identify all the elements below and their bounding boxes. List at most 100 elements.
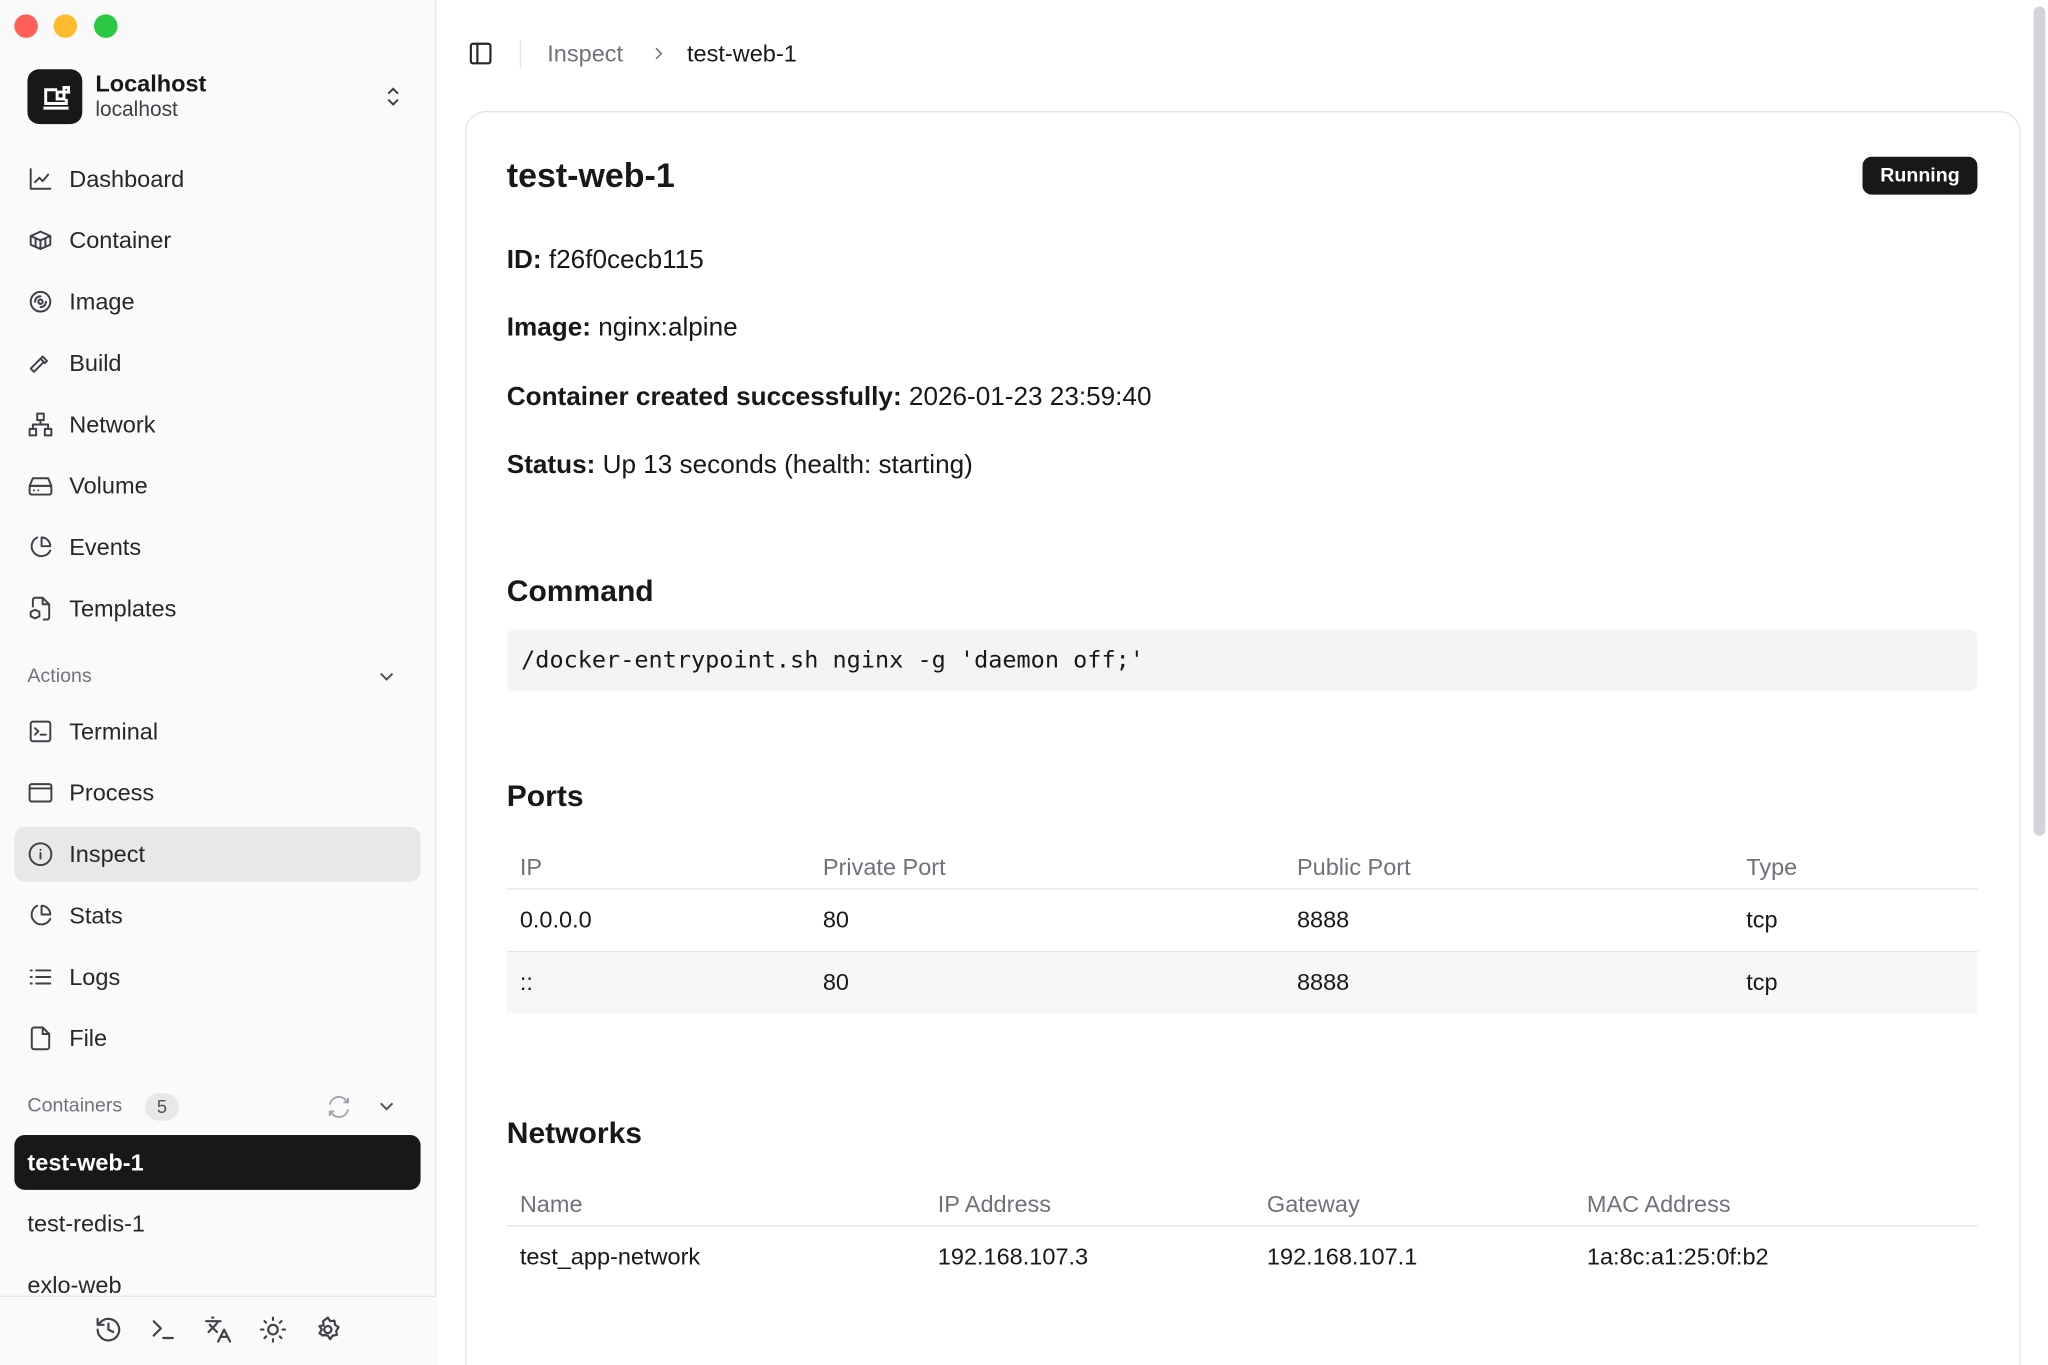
chevron-down-icon[interactable] [375, 665, 399, 689]
sidebar-item-label: Container [69, 226, 172, 253]
sidebar-item-container[interactable]: Container [14, 213, 420, 268]
table-row [506, 952, 1978, 1014]
host-switcher[interactable]: Localhost localhost [14, 65, 420, 128]
divider [506, 888, 1978, 890]
scrollbar[interactable] [2033, 6, 2046, 836]
sidebar-item-build[interactable]: Build [14, 336, 420, 391]
column-header: Public Port [1296, 854, 1411, 881]
table-cell: tcp [1746, 906, 1778, 933]
breadcrumb-current: test-web-1 [687, 40, 797, 67]
sidebar-item-label: Dashboard [69, 165, 185, 192]
history-icon [96, 1317, 121, 1342]
network-icon [28, 412, 53, 437]
column-header: Private Port [822, 854, 946, 881]
sun-icon [259, 1316, 287, 1343]
sidebar-item-label: Network [69, 410, 156, 437]
toggle-sidebar-icon[interactable] [468, 40, 494, 66]
chevron-down-icon[interactable] [375, 1095, 399, 1119]
field-value: Up 13 seconds (health: starting) [602, 450, 973, 480]
minimize-window-button[interactable] [53, 14, 78, 38]
field-value: f26f0cecb115 [548, 245, 704, 275]
action-item-logs[interactable]: Logs [14, 950, 420, 1005]
field-value: nginx:alpine [598, 313, 738, 343]
table-cell: :: [519, 969, 533, 996]
action-item-label: File [69, 1024, 108, 1051]
action-item-label: Inspect [69, 840, 146, 867]
languages-icon [205, 1316, 232, 1343]
sidebar-item-label: Image [69, 287, 135, 315]
networks-heading: Networks [506, 1115, 643, 1150]
containers-section-label: Containers [27, 1094, 123, 1117]
sidebar-item-label: Volume [69, 472, 148, 499]
container-list-item[interactable]: exlo-web [27, 1271, 122, 1296]
info-icon [28, 842, 53, 867]
field-row: Container created successfully: 2026-01-… [507, 383, 1152, 413]
inspect-card [464, 111, 2021, 1365]
terminal-icon [152, 1320, 174, 1340]
pie-chart-icon [30, 536, 52, 558]
breadcrumb-parent[interactable]: Inspect [547, 40, 624, 67]
table-cell: 1a:8c:a1:25:0f:b2 [1586, 1243, 1769, 1270]
sun-button[interactable] [259, 1315, 288, 1344]
history-button[interactable] [94, 1315, 123, 1344]
column-header: IP [519, 854, 543, 881]
divider [506, 950, 1978, 953]
status-badge: Running [1862, 156, 1978, 195]
field-label: Image: [506, 313, 591, 343]
action-item-label: Process [69, 779, 155, 806]
languages-button[interactable] [204, 1315, 233, 1344]
pie-chart-icon [30, 904, 52, 926]
sidebar-item-label: Build [69, 349, 122, 376]
field-row: ID: f26f0cecb115 [507, 246, 704, 276]
chart-line-icon [29, 168, 52, 190]
column-header: Gateway [1266, 1191, 1360, 1218]
host-subtitle: localhost [95, 99, 178, 122]
settings-icon [318, 1316, 340, 1341]
table-cell: 8888 [1296, 906, 1350, 933]
close-window-button[interactable] [14, 14, 38, 38]
sidebar-item-dashboard[interactable]: Dashboard [14, 152, 420, 207]
container-list-item[interactable]: test-redis-1 [27, 1210, 146, 1237]
divider [506, 1225, 1978, 1227]
maximize-window-button[interactable] [94, 14, 118, 38]
table-cell: 8888 [1296, 969, 1350, 996]
host-name: Localhost [95, 70, 207, 97]
field-value: 2026-01-23 23:59:40 [908, 382, 1152, 412]
list-icon [29, 969, 52, 985]
sidebar-item-label: Templates [69, 594, 177, 622]
sidebar-item-templates[interactable]: Templates [14, 581, 420, 636]
sidebar-item-network[interactable]: Network [14, 397, 420, 452]
settings-button[interactable] [313, 1315, 342, 1344]
sidebar-item-image[interactable]: Image [14, 274, 420, 329]
sidebar: Localhost localhost Dashboard Container Im… [0, 0, 437, 1365]
field-row: Status: Up 13 seconds (health: starting) [507, 451, 973, 481]
refresh-icon[interactable] [325, 1093, 352, 1120]
action-item-inspect[interactable]: Inspect [14, 826, 421, 882]
sidebar-item-label: Events [69, 533, 142, 560]
field-label: Container created successfully: [506, 382, 902, 412]
field-row: Image: nginx:alpine [507, 313, 738, 343]
ports-heading: Ports [506, 778, 584, 813]
container-list-item[interactable]: test-web-1 [14, 1135, 421, 1190]
action-item-terminal[interactable]: Terminal [14, 704, 420, 759]
action-item-label: Terminal [69, 717, 159, 744]
sidebar-footer [0, 1295, 437, 1365]
column-header: IP Address [937, 1191, 1052, 1218]
action-item-file[interactable]: File [14, 1011, 420, 1066]
column-header: Name [519, 1191, 583, 1218]
actions-section-label: Actions [27, 664, 92, 688]
sidebar-item-volume[interactable]: Volume [14, 458, 420, 513]
table-cell: 80 [822, 969, 850, 996]
container-title: test-web-1 [506, 155, 675, 195]
hammer-icon [29, 355, 48, 373]
terminal-button[interactable] [149, 1315, 178, 1344]
table-cell: 80 [822, 906, 850, 933]
table-cell: test_app-network [519, 1243, 701, 1270]
action-item-stats[interactable]: Stats [14, 888, 420, 943]
sidebar-item-events[interactable]: Events [14, 520, 420, 575]
column-header: MAC Address [1586, 1191, 1731, 1218]
action-item-process[interactable]: Process [14, 765, 420, 820]
box-icon [29, 230, 52, 251]
divider [519, 40, 522, 68]
file-box-icon [29, 596, 51, 621]
